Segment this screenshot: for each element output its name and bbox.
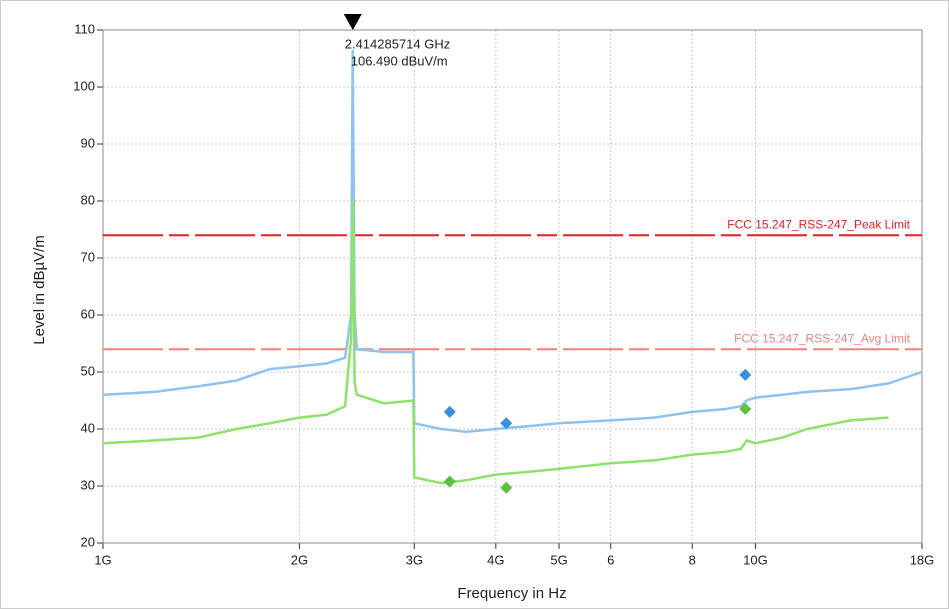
measure-point (443, 405, 456, 418)
y-tick-label: 90 (81, 135, 95, 150)
x-tick-label: 5G (550, 552, 567, 567)
y-tick-label: 50 (81, 363, 95, 378)
measure-point (739, 403, 752, 416)
peak-marker (343, 14, 362, 31)
y-tick-label: 110 (74, 21, 95, 36)
x-tick-label: 1G (94, 552, 111, 567)
marker-freq: 2.414285714 GHz (345, 36, 451, 51)
plot-frame (102, 29, 923, 544)
y-tick-label: 30 (81, 477, 95, 492)
y-tick-label: 20 (81, 534, 95, 549)
x-tick-label: 4G (487, 552, 504, 567)
marker-level: 106.490 dBuV/m (351, 53, 448, 68)
trace (102, 49, 923, 434)
y-tick-label: 100 (73, 78, 95, 93)
x-tick-label: 10G (743, 552, 768, 567)
limit-label: FCC 15.247_RSS-247_Avg Limit (734, 331, 911, 345)
x-tick-label: 8 (689, 552, 696, 567)
y-tick-label: 80 (81, 192, 95, 207)
measure-point (500, 481, 513, 494)
measure-point (739, 368, 752, 381)
measure-point (443, 475, 456, 488)
trace (102, 200, 889, 485)
limit-label: FCC 15.247_RSS-247_Peak Limit (727, 217, 910, 231)
x-axis-label: Frequency in Hz (457, 585, 566, 602)
y-tick-label: 40 (81, 420, 95, 435)
y-tick-label: 70 (81, 249, 95, 264)
measure-point (500, 417, 513, 430)
x-tick-label: 2G (291, 552, 308, 567)
x-tick-label: 6 (607, 552, 614, 567)
y-axis-label: Level in dBµV/m (31, 235, 48, 345)
x-tick-label: 3G (406, 552, 423, 567)
x-tick-label: 18G (910, 552, 935, 567)
y-tick-label: 60 (81, 306, 95, 321)
